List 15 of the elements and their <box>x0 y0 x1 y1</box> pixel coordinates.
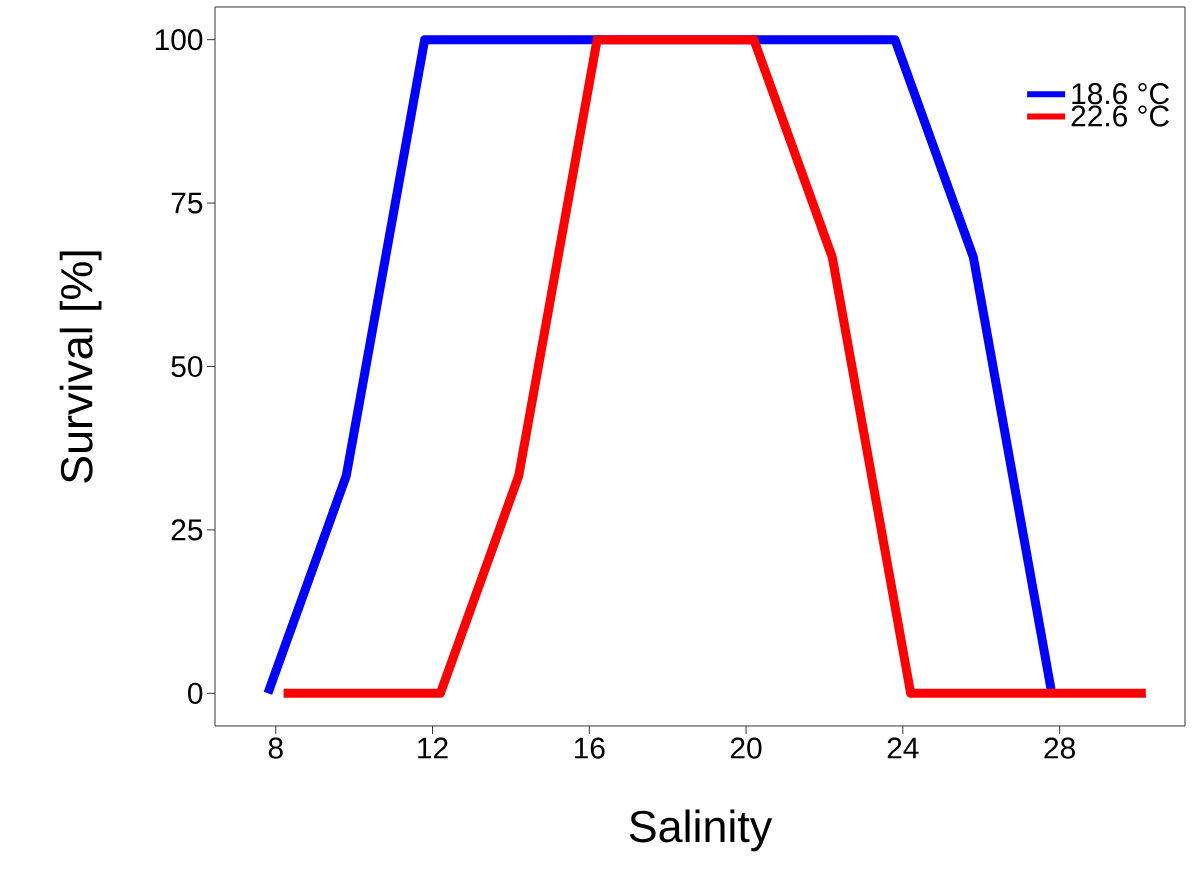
y-tick-label: 25 <box>171 519 203 541</box>
y-tick-label: 75 <box>171 192 203 214</box>
x-tick-label: 8 <box>268 737 283 759</box>
x-tick-label: 24 <box>887 737 919 759</box>
legend-label: 18.6 °C <box>1072 83 1169 105</box>
y-tick-label: 50 <box>171 355 203 378</box>
x-tick-label: 16 <box>574 737 605 759</box>
y-tick-label: 0 <box>188 682 203 704</box>
x-tick-label: 28 <box>1044 737 1075 759</box>
x-tick-label: 12 <box>418 737 448 759</box>
x-tick-label: 20 <box>730 737 762 759</box>
legend-label: 22.6 °C <box>1071 105 1169 127</box>
y-axis-title: Survival [%] <box>59 251 102 483</box>
x-axis-title: Salinity <box>629 809 773 852</box>
y-tick-label: 100 <box>155 29 203 51</box>
